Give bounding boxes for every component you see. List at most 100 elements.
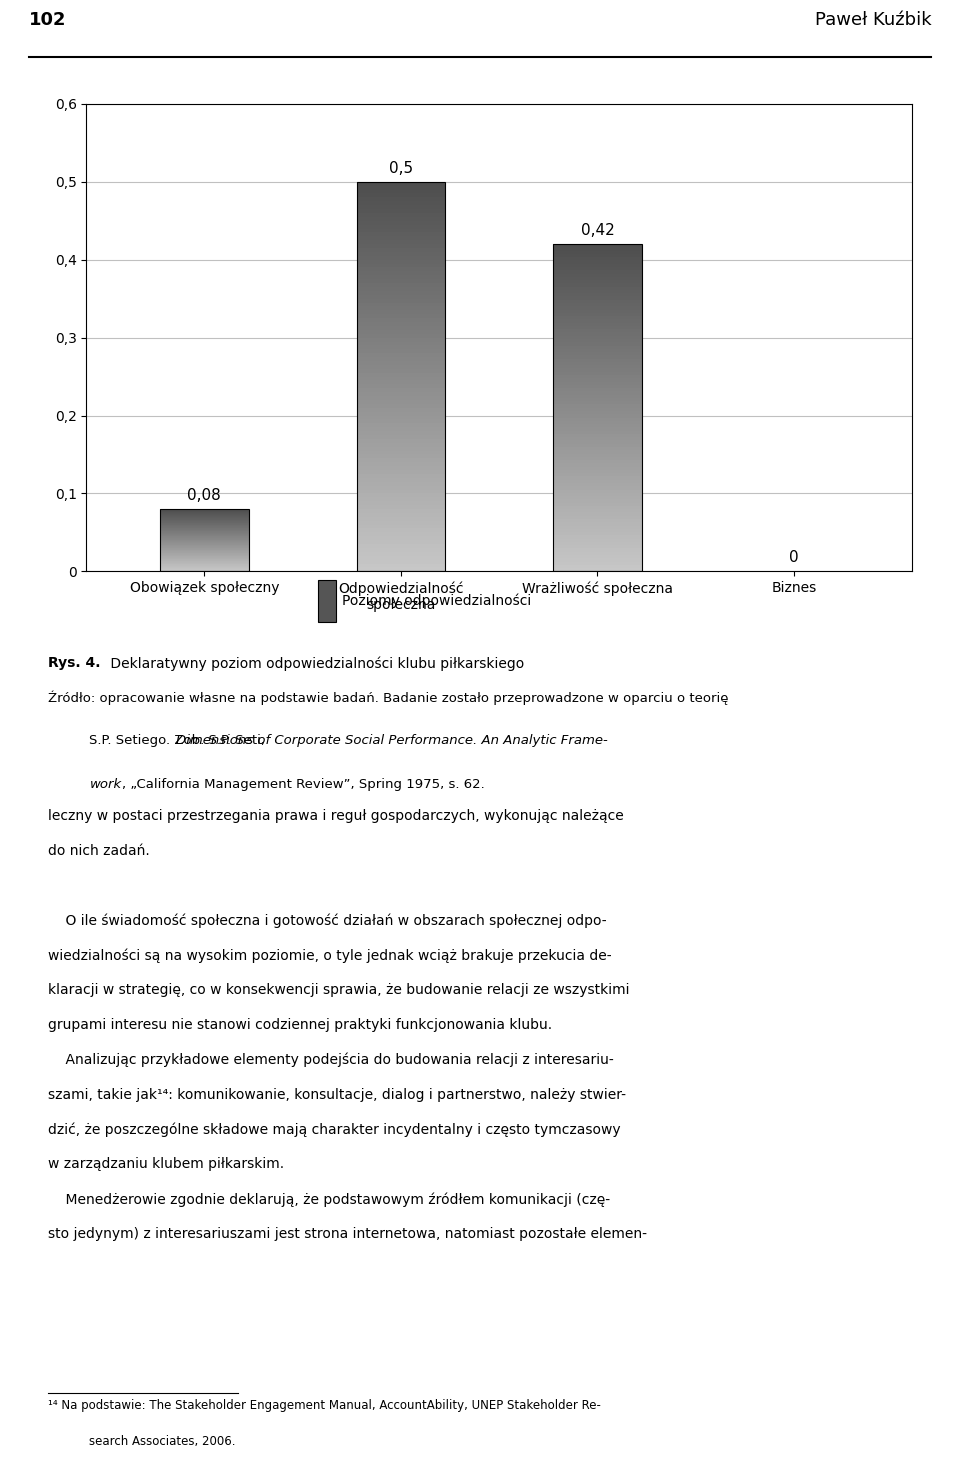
Bar: [357, 283, 445, 286]
Bar: [357, 217, 445, 221]
Bar: [357, 555, 445, 559]
Bar: [553, 408, 641, 411]
Bar: [357, 181, 445, 186]
Bar: [553, 398, 641, 401]
Bar: [357, 197, 445, 202]
Bar: [357, 190, 445, 193]
Bar: [553, 568, 641, 571]
Text: Menedżerowie zgodnie deklarują, że podstawowym źródłem komunikacji (czę-: Menedżerowie zgodnie deklarują, że podst…: [48, 1192, 611, 1206]
Bar: [357, 315, 445, 318]
Text: search Associates, 2006.: search Associates, 2006.: [89, 1435, 236, 1448]
Bar: [357, 372, 445, 377]
Text: wiedzialności są na wysokim poziomie, o tyle jednak wciąż brakuje przekucia de-: wiedzialności są na wysokim poziomie, o …: [48, 948, 612, 963]
Bar: [357, 411, 445, 416]
Text: Źródło: opracowanie własne na podstawie badań. Badanie zostało przeprowadzone w : Źródło: opracowanie własne na podstawie …: [48, 690, 729, 705]
Bar: [357, 318, 445, 322]
Text: Deklaratywny poziom odpowiedzialności klubu piłkarskiego: Deklaratywny poziom odpowiedzialności kl…: [106, 656, 524, 671]
Bar: [357, 361, 445, 365]
Bar: [357, 459, 445, 463]
Bar: [553, 261, 641, 264]
Text: klaracji w strategię, co w konsekwencji sprawia, że budowanie relacji ze wszystk: klaracji w strategię, co w konsekwencji …: [48, 982, 630, 997]
Bar: [357, 202, 445, 205]
Bar: [553, 332, 641, 335]
Text: Paweł Kuźbik: Paweł Kuźbik: [815, 12, 931, 30]
Bar: [357, 334, 445, 338]
Text: szami, takie jak¹⁴: komunikowanie, konsultacje, dialog i partnerstwo, należy stw: szami, takie jak¹⁴: komunikowanie, konsu…: [48, 1088, 626, 1101]
Bar: [357, 482, 445, 485]
Bar: [553, 482, 641, 487]
Bar: [357, 451, 445, 454]
Bar: [357, 181, 445, 571]
Bar: [553, 549, 641, 552]
Bar: [553, 542, 641, 545]
Text: dzić, że poszczególne składowe mają charakter incydentalny i często tymczasowy: dzić, że poszczególne składowe mają char…: [48, 1122, 620, 1137]
Text: w zarządzaniu klubem piłkarskim.: w zarządzaniu klubem piłkarskim.: [48, 1158, 284, 1171]
Bar: [357, 260, 445, 264]
Bar: [357, 435, 445, 439]
Bar: [357, 255, 445, 260]
Bar: [553, 558, 641, 561]
Bar: [357, 427, 445, 430]
Bar: [357, 224, 445, 229]
Bar: [357, 236, 445, 240]
Bar: [553, 322, 641, 326]
Text: ¹⁴ Na podstawie: The Stakeholder Engagement Manual, AccountAbility, UNEP Stakeho: ¹⁴ Na podstawie: The Stakeholder Engagem…: [48, 1399, 601, 1413]
Text: 0,42: 0,42: [581, 223, 614, 237]
Bar: [553, 522, 641, 525]
Bar: [553, 286, 641, 289]
Text: 0,08: 0,08: [187, 488, 221, 503]
Bar: [357, 368, 445, 372]
Bar: [553, 536, 641, 539]
Bar: [553, 264, 641, 267]
Bar: [357, 295, 445, 298]
Bar: [553, 278, 641, 280]
Text: 102: 102: [29, 12, 66, 30]
Bar: [357, 275, 445, 279]
Bar: [553, 516, 641, 519]
Bar: [357, 473, 445, 478]
Bar: [357, 329, 445, 334]
Bar: [357, 349, 445, 353]
Bar: [357, 454, 445, 459]
Bar: [357, 229, 445, 233]
Bar: [553, 503, 641, 506]
Bar: [357, 502, 445, 505]
Bar: [553, 257, 641, 261]
Bar: [357, 567, 445, 571]
Bar: [553, 499, 641, 503]
Bar: [357, 466, 445, 470]
Bar: [357, 525, 445, 528]
Bar: [553, 438, 641, 441]
Bar: [553, 450, 641, 454]
Bar: [553, 441, 641, 444]
Bar: [357, 564, 445, 567]
Text: , „California Management Review”, Spring 1975, s. 62.: , „California Management Review”, Spring…: [122, 778, 485, 791]
Bar: [357, 322, 445, 326]
Bar: [357, 408, 445, 411]
Bar: [357, 416, 445, 420]
Bar: [553, 375, 641, 378]
Bar: [357, 346, 445, 349]
Bar: [553, 338, 641, 343]
Text: 0,5: 0,5: [389, 160, 413, 175]
Bar: [357, 528, 445, 533]
Bar: [553, 466, 641, 470]
Bar: [357, 233, 445, 236]
Text: Poziomy odpowiedzialności: Poziomy odpowiedzialności: [343, 594, 532, 608]
Bar: [553, 433, 641, 438]
Bar: [553, 417, 641, 421]
Text: sto jedynym) z interesariuszami jest strona internetowa, natomiast pozostałe ele: sto jedynym) z interesariuszami jest str…: [48, 1227, 647, 1241]
Bar: [553, 552, 641, 555]
Bar: [553, 424, 641, 427]
Bar: [553, 368, 641, 371]
Bar: [553, 270, 641, 273]
Bar: [553, 401, 641, 405]
Bar: [553, 326, 641, 329]
Bar: [553, 457, 641, 460]
Bar: [553, 384, 641, 389]
Bar: [357, 389, 445, 392]
Bar: [357, 205, 445, 209]
Bar: [357, 552, 445, 555]
Bar: [553, 414, 641, 417]
Bar: [357, 341, 445, 346]
